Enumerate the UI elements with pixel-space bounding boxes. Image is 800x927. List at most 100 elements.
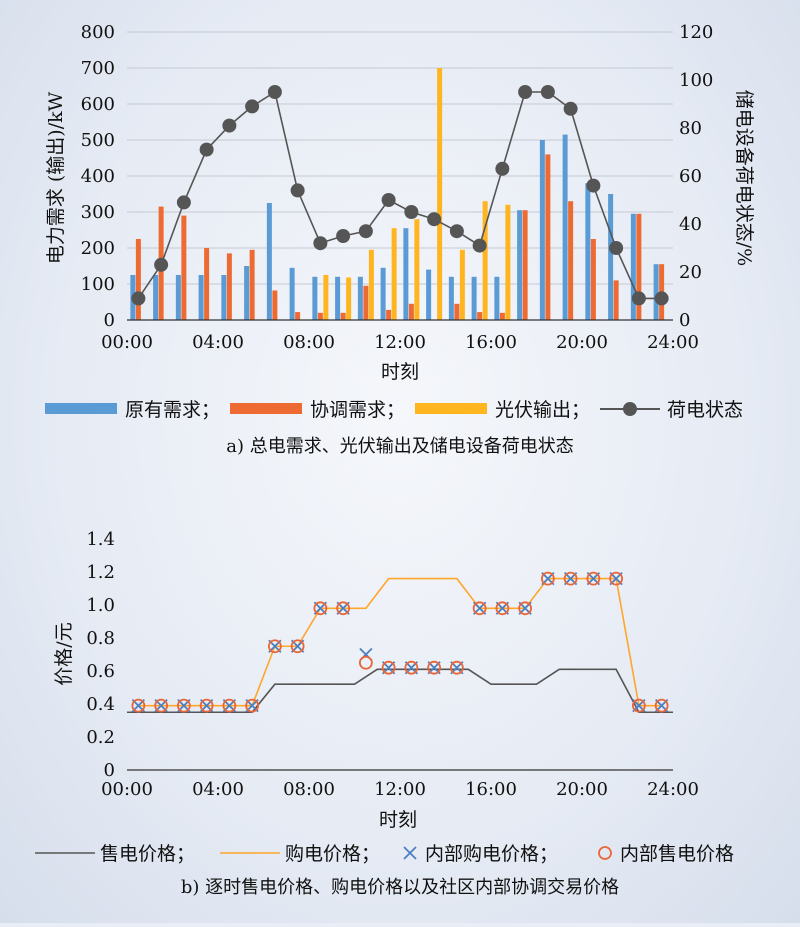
internal-sell-price-point xyxy=(267,639,282,654)
bar-coordinated-demand xyxy=(613,280,619,320)
bar-pv-output xyxy=(437,68,443,320)
chart-b-x-tick-label: 24:00 xyxy=(647,779,699,800)
soc-point xyxy=(449,224,464,239)
chart-a-x-ticks: 00:00 04:00 08:00 12:00 16:00 20:00 24:00 xyxy=(101,332,699,353)
chart-b-lines xyxy=(127,577,673,714)
legend-label-soc: 荷电状态 xyxy=(667,399,743,421)
bar-pv-output xyxy=(368,249,374,320)
internal-sell-price-point xyxy=(495,601,510,616)
internal-sell-price-point xyxy=(222,698,237,713)
chart-a-y-axis-label-right: 储电设备荷电状态/% xyxy=(733,90,755,266)
bar-coordinated-demand xyxy=(590,239,596,320)
chart-a-y-tick-label: 700 xyxy=(81,58,115,79)
legend-label-internal-buy: 内部购电价格； xyxy=(425,843,558,865)
bar-original-demand xyxy=(244,266,250,320)
bar-pv-output xyxy=(505,204,511,320)
chart-a-y-tick-label-right: 80 xyxy=(679,118,702,139)
legend-marker-soc xyxy=(623,402,637,416)
bar-coordinated-demand xyxy=(408,303,414,320)
bar-coordinated-demand xyxy=(545,154,551,320)
bar-original-demand xyxy=(517,210,523,320)
chart-b-y-tick-label: 0.2 xyxy=(86,727,115,748)
bar-original-demand xyxy=(608,194,614,320)
bar-coordinated-demand xyxy=(363,285,369,320)
bar-original-demand xyxy=(266,203,272,320)
internal-sell-price-point xyxy=(586,571,601,586)
chart-a-legend: 原有需求； 协调需求； 光伏输出； 荷电状态 xyxy=(45,399,743,421)
legend-marker-internal-sell xyxy=(598,846,612,860)
soc-point xyxy=(404,205,419,219)
chart-a-y-tick-label: 800 xyxy=(81,22,115,43)
legend-label-coordinated-demand: 协调需求； xyxy=(310,399,405,421)
bar-original-demand xyxy=(539,140,545,320)
chart-a-y-tick-label-right: 40 xyxy=(679,214,702,235)
chart-a-y-tick-label-right: 0 xyxy=(679,310,690,331)
bar-original-demand xyxy=(653,264,659,320)
internal-sell-price-point xyxy=(563,571,578,586)
internal-sell-price-point xyxy=(381,660,396,675)
bar-coordinated-demand xyxy=(204,248,210,320)
chart-a-bars xyxy=(130,68,665,320)
chart-a-soc-line xyxy=(131,85,669,306)
internal-sell-price-point xyxy=(358,655,373,670)
bar-original-demand xyxy=(289,267,295,320)
chart-a-y-ticks: 0 100 200 300 400 500 600 700 800 xyxy=(81,22,115,331)
internal-sell-price-point xyxy=(245,698,260,713)
internal-sell-price-point xyxy=(290,639,305,654)
bar-original-demand xyxy=(426,269,432,320)
legend-label-sell-price: 售电价格； xyxy=(100,843,195,865)
internal-sell-price-point xyxy=(131,698,146,713)
internal-sell-price-point xyxy=(609,571,624,586)
soc-point xyxy=(472,238,487,253)
bar-pv-output xyxy=(323,275,329,320)
chart-a-y-tick-label: 100 xyxy=(81,274,115,295)
bar-pv-output xyxy=(459,249,465,320)
chart-b-x-axis-label: 时刻 xyxy=(379,809,417,831)
chart-a-x-tick-label: 24:00 xyxy=(647,332,699,353)
chart-b-x-tick-label: 04:00 xyxy=(192,779,244,800)
soc-point xyxy=(358,224,373,239)
chart-b: 0 0.2 0.4 0.6 0.8 1.0 1.2 1.4 00:00 04:00 08:00 12… xyxy=(35,529,734,898)
chart-b-x-tick-label: 20:00 xyxy=(556,779,608,800)
internal-sell-price-point xyxy=(336,601,351,616)
chart-b-x-tick-label: 08:00 xyxy=(283,779,335,800)
soc-point xyxy=(267,85,282,99)
internal-sell-price-point xyxy=(427,660,442,675)
soc-point xyxy=(131,291,146,306)
bar-coordinated-demand xyxy=(636,213,642,320)
bar-original-demand xyxy=(335,276,341,320)
soc-point xyxy=(313,236,328,251)
chart-a-y-tick-label: 300 xyxy=(81,202,115,223)
legend-label-buy-price: 购电价格； xyxy=(285,843,380,865)
soc-point xyxy=(199,142,214,157)
bar-coordinated-demand xyxy=(477,312,483,320)
chart-b-markers xyxy=(131,571,669,713)
bar-original-demand xyxy=(630,213,636,320)
internal-sell-price-point xyxy=(176,698,191,713)
bar-original-demand xyxy=(221,275,227,320)
sell-price-line xyxy=(127,668,673,714)
bar-coordinated-demand xyxy=(226,253,232,320)
bar-coordinated-demand xyxy=(340,312,346,320)
internal-sell-price-point xyxy=(518,601,533,616)
internal-sell-price-point xyxy=(449,660,464,675)
chart-b-y-tick-label: 1.0 xyxy=(86,595,115,616)
bar-coordinated-demand xyxy=(454,303,460,320)
bar-original-demand xyxy=(585,183,591,320)
bar-coordinated-demand xyxy=(135,239,141,320)
legend-swatch-coordinated-demand xyxy=(230,403,302,414)
chart-a-y-tick-label: 200 xyxy=(81,238,115,259)
soc-point xyxy=(176,195,191,210)
bar-coordinated-demand xyxy=(181,215,187,320)
chart-a-y-tick-label-right: 100 xyxy=(679,70,713,91)
chart-a-x-tick-label: 20:00 xyxy=(556,332,608,353)
chart-a-y-tick-label: 400 xyxy=(81,166,115,187)
chart-b-y-tick-label: 1.2 xyxy=(86,562,115,583)
internal-sell-price-point xyxy=(199,698,214,713)
bar-coordinated-demand xyxy=(386,309,392,320)
internal-sell-price-point xyxy=(631,698,646,713)
bar-original-demand xyxy=(494,276,500,320)
chart-a-x-tick-label: 12:00 xyxy=(374,332,426,353)
legend-label-original-demand: 原有需求； xyxy=(125,399,220,421)
